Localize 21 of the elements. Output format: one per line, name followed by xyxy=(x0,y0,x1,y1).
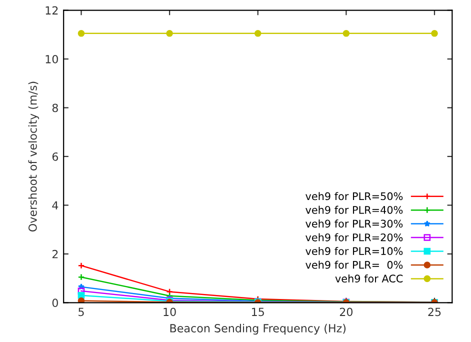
x-tick-label: 15 xyxy=(252,308,264,316)
legend-label: veh9 for ACC xyxy=(335,274,403,283)
x-tick-label: 25 xyxy=(428,308,441,316)
legend-label: veh9 for PLR=20% xyxy=(306,233,403,242)
y-axis-title: Overshoot of velocity (m/s) xyxy=(28,82,40,232)
legend-label: veh9 for PLR=10% xyxy=(306,246,403,256)
x-tick-label: 20 xyxy=(340,308,353,316)
y-tick-label: 12 xyxy=(46,6,58,14)
y-tick-label: 0 xyxy=(52,298,58,308)
legend-label: veh9 for PLR= 0% xyxy=(306,260,403,269)
y-tick-label: 6 xyxy=(52,152,58,161)
legend-label: veh9 for PLR=30% xyxy=(306,220,403,228)
x-tick-label: 5 xyxy=(78,308,84,316)
y-tick-label: 4 xyxy=(52,201,58,210)
y-tick-label: 10 xyxy=(46,54,58,64)
legend-label: veh9 for PLR=50% xyxy=(306,192,403,200)
x-axis-title: Beacon Sending Frequency (Hz) xyxy=(170,324,346,335)
y-tick-label: 8 xyxy=(52,104,58,112)
x-tick-label: 10 xyxy=(164,308,176,316)
y-tick-label: 2 xyxy=(52,250,58,258)
legend-label: veh9 for PLR=40% xyxy=(306,206,403,214)
